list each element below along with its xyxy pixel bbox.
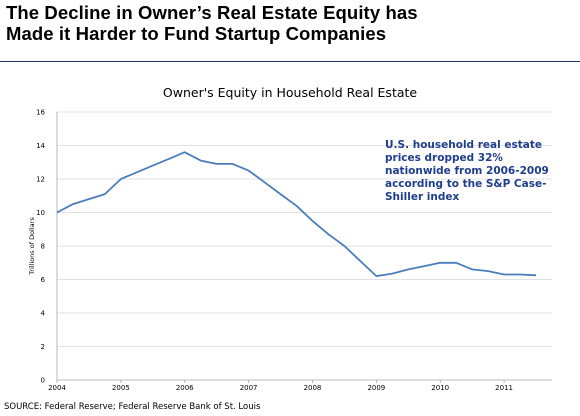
chart-title: Owner's Equity in Household Real Estate <box>162 85 418 100</box>
x-tick-label: 2008 <box>304 384 322 392</box>
y-tick-label: 0 <box>41 377 45 385</box>
label-layer: 0 2 4 6 8 10 12 14 16 2004 2005 2006 2007 2008 2009 201… <box>28 109 513 393</box>
series-layer <box>56 151 537 278</box>
y-axis-label: Trillions of Dollars <box>28 217 36 276</box>
y-tick-label: 6 <box>41 276 46 284</box>
y-tick-label: 4 <box>41 310 46 318</box>
headline-line-1: The Decline in Owner’s Real Estate Equit… <box>6 2 418 23</box>
y-tick-label: 14 <box>36 142 45 150</box>
x-tick-label: 2005 <box>112 384 130 392</box>
x-tick-label: 2007 <box>240 384 258 392</box>
headline-line-2: Made it Harder to Fund Startup Companies <box>6 23 387 44</box>
y-tick-label: 2 <box>41 343 45 351</box>
headline: The Decline in Owner’s Real Estate Equit… <box>6 2 574 44</box>
source-note: SOURCE: Federal Reserve; Federal Reserve… <box>4 402 261 412</box>
x-tick-label: 2009 <box>367 384 385 392</box>
x-tick-label: 2011 <box>495 384 513 392</box>
y-tick-label: 16 <box>36 109 45 117</box>
series-line <box>56 151 537 278</box>
x-tick-label: 2010 <box>431 384 449 392</box>
headline-divider <box>0 61 580 62</box>
y-tick-label: 12 <box>36 176 45 184</box>
y-tick-label: 10 <box>36 209 45 217</box>
x-tick-label: 2004 <box>48 384 66 392</box>
x-tick-label: 2006 <box>176 384 194 392</box>
chart-annotation: U.S. household real estate prices droppe… <box>385 139 549 203</box>
axis-layer <box>56 112 552 383</box>
y-tick-label: 8 <box>41 243 45 251</box>
